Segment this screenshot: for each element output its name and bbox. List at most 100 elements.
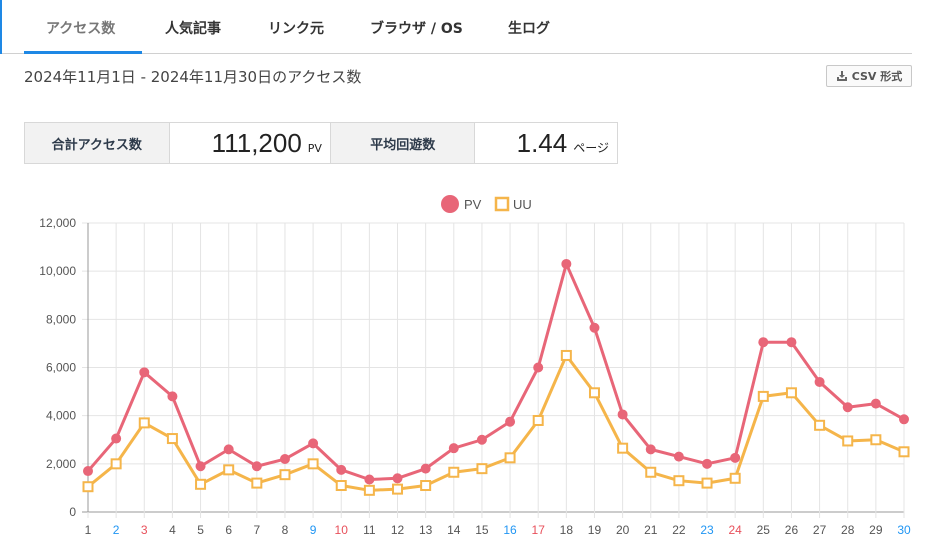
tab-referrers[interactable]: リンク元 (268, 21, 324, 37)
x-tick-label: 25 (757, 523, 771, 537)
uu-point (335, 480, 347, 492)
avg-pages-value: 1.44 ページ (475, 123, 617, 163)
x-tick-label: 12 (391, 523, 405, 537)
x-tick-label: 19 (588, 523, 602, 537)
y-tick-label: 6,000 (46, 361, 76, 375)
x-tick-label: 13 (419, 523, 433, 537)
tab-bar-accent (0, 0, 2, 54)
pv-point (195, 461, 206, 472)
uu-point (476, 463, 488, 475)
pv-point (730, 452, 741, 463)
y-tick-label: 8,000 (46, 312, 76, 326)
uu-point (223, 464, 235, 476)
pv-point (589, 322, 600, 333)
avg-pages-number: 1.44 (516, 128, 568, 158)
total-access-number: 111,200 (211, 128, 302, 158)
x-tick-label: 2 (113, 523, 120, 537)
x-tick-label: 7 (253, 523, 260, 537)
tab-raw-log[interactable]: 生ログ (508, 21, 550, 37)
x-tick-label: 28 (841, 523, 855, 537)
csv-export-button[interactable]: CSV 形式 (826, 65, 912, 87)
legend-uu-icon (494, 196, 510, 212)
uu-point (448, 466, 460, 478)
x-tick-label: 9 (310, 523, 317, 537)
download-icon (836, 70, 848, 82)
uu-point (701, 477, 713, 489)
x-tick-label: 30 (897, 523, 911, 537)
y-tick-label: 4,000 (46, 409, 76, 423)
pv-point (336, 464, 347, 475)
uu-point (166, 433, 178, 445)
pv-point (786, 337, 797, 348)
legend-pv-icon (441, 195, 459, 213)
uu-point (392, 483, 404, 495)
uu-point (785, 387, 797, 399)
pv-point (167, 391, 178, 402)
pv-point (673, 451, 684, 462)
x-tick-label: 26 (785, 523, 799, 537)
uu-point (842, 435, 854, 447)
pv-point (870, 398, 881, 409)
y-tick-label: 10,000 (39, 264, 76, 278)
pv-point (476, 434, 487, 445)
pv-point (251, 461, 262, 472)
pv-point (83, 466, 93, 477)
tab-popular-articles[interactable]: 人気記事 (165, 21, 221, 37)
uu-point (82, 481, 94, 493)
pv-point (392, 473, 403, 484)
pv-point (561, 258, 572, 269)
active-tab-indicator (24, 51, 142, 54)
pv-point (702, 458, 713, 469)
avg-pages-label: 平均回遊数 (330, 123, 476, 163)
x-tick-label: 17 (532, 523, 546, 537)
x-tick-label: 15 (475, 523, 489, 537)
pv-point (533, 362, 544, 373)
uu-point (279, 469, 291, 481)
uu-point (195, 478, 207, 490)
uu-point (138, 417, 150, 429)
pv-point (223, 444, 234, 455)
legend-label-pv: PV (464, 197, 482, 212)
uu-point (251, 477, 263, 489)
x-tick-label: 27 (813, 523, 827, 537)
pv-point (448, 443, 459, 454)
pv-point (420, 463, 431, 474)
uu-point (420, 480, 432, 492)
x-tick-label: 8 (282, 523, 289, 537)
uu-point (898, 446, 910, 458)
pv-point (111, 433, 122, 444)
x-tick-label: 1 (85, 523, 92, 537)
uu-point (532, 414, 544, 426)
uu-point (588, 387, 600, 399)
uu-point (757, 390, 769, 402)
y-tick-label: 0 (69, 505, 76, 519)
x-tick-label: 11 (363, 523, 376, 537)
x-tick-label: 14 (447, 523, 461, 537)
pv-point (364, 474, 375, 485)
x-tick-label: 16 (503, 523, 517, 537)
avg-pages-unit: ページ (573, 141, 609, 155)
pv-point (842, 402, 853, 413)
pv-point (645, 444, 656, 455)
pv-point (899, 414, 909, 425)
series-line-pv (86, 262, 905, 481)
uu-point (617, 442, 629, 454)
csv-export-label: CSV 形式 (851, 70, 903, 83)
uu-point (560, 349, 572, 361)
x-tick-label: 22 (672, 523, 686, 537)
tab-browser-os[interactable]: ブラウザ / OS (370, 21, 463, 37)
uu-point (645, 466, 657, 478)
x-tick-label: 10 (335, 523, 349, 537)
legend-label-uu: UU (513, 197, 532, 212)
uu-point (870, 434, 882, 446)
x-tick-label: 21 (644, 523, 658, 537)
pv-point (758, 337, 769, 348)
uu-point (363, 484, 375, 496)
pv-point (139, 367, 150, 378)
tab-access[interactable]: アクセス数 (46, 21, 116, 37)
x-tick-label: 20 (616, 523, 630, 537)
x-tick-label: 6 (225, 523, 232, 537)
pv-point (279, 454, 290, 465)
pv-point (505, 416, 516, 427)
